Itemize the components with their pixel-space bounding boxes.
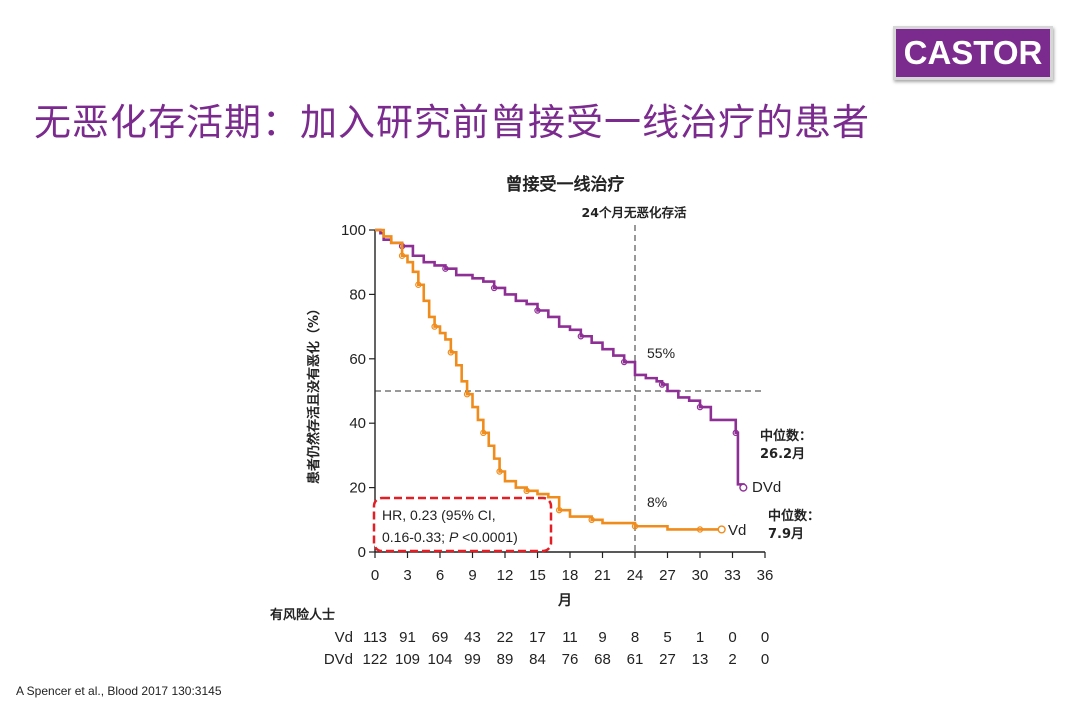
y-tick-label-80: 80: [349, 286, 366, 303]
risk-cell: 9: [598, 629, 606, 646]
slide-title: 无恶化存活期：加入研究前曾接受一线治疗的患者: [34, 101, 870, 144]
series-vd-censor-mark: [555, 506, 563, 514]
series-dvd-censor-mark: [534, 307, 541, 314]
x-tick-label-30: 30: [692, 567, 709, 584]
series-vd-censor-mark: [523, 487, 530, 495]
y-tick-label-40: 40: [349, 415, 366, 432]
risk-cell: 2: [728, 651, 736, 668]
series-vd-censor-mark: [463, 391, 471, 398]
risk-cell: 89: [497, 651, 514, 668]
series-dvd-censor-mark: [696, 403, 704, 411]
dvd-24mo-label: 55%: [647, 345, 675, 361]
series-vd-censor-mark: [415, 281, 422, 288]
risk-cell: 99: [464, 651, 481, 668]
x-tick-label-24: 24: [627, 567, 644, 584]
castor-badge: CASTOR: [893, 26, 1053, 80]
series-vd-censor-mark: [447, 349, 455, 356]
risk-row-label-vd: Vd: [335, 629, 353, 646]
series-dvd-end-mark: [739, 483, 748, 492]
vd-series-label: Vd: [728, 522, 746, 539]
x-tick-label-6: 6: [436, 567, 444, 584]
risk-cell: 84: [529, 651, 546, 668]
risk-cell: 69: [432, 629, 449, 646]
risk-cell: 91: [399, 629, 416, 646]
risk-cell: 11: [562, 629, 578, 646]
risk-cell: 27: [659, 651, 676, 668]
x-tick-label-9: 9: [468, 567, 476, 584]
risk-cell: 68: [594, 651, 611, 668]
risk-cell: 13: [692, 651, 709, 668]
series-vd-censor-mark: [398, 252, 406, 259]
risk-cell: 76: [562, 651, 579, 668]
y-tick-label-20: 20: [349, 480, 366, 497]
citation: A Spencer et al., Blood 2017 130:3145: [16, 684, 222, 698]
risk-cell: 0: [761, 651, 769, 668]
series-dvd-curve: [375, 228, 745, 488]
risk-cell: 17: [529, 629, 546, 646]
y-tick-label-60: 60: [349, 351, 366, 368]
risk-cell: 122: [362, 651, 387, 668]
y-axis-label: 患者仍然存活且没有恶化（%）: [306, 302, 322, 484]
x-tick-label-15: 15: [529, 567, 546, 584]
x-tick-label-0: 0: [371, 567, 379, 584]
risk-cell: 113: [363, 629, 387, 646]
series-vd-censor-mark: [480, 429, 487, 437]
hr-line-1: HR, 0.23 (95% CI,: [382, 507, 496, 523]
series-vd-censor-mark: [631, 523, 639, 530]
x-tick-label-36: 36: [757, 567, 774, 584]
x-tick-label-33: 33: [724, 567, 741, 584]
series-vd-end-mark: [717, 525, 726, 534]
x-tick-label-21: 21: [594, 567, 611, 584]
risk-table-title: 有风险人士: [270, 607, 335, 623]
y-tick-label-0: 0: [358, 544, 366, 561]
x-axis-label: 月: [557, 593, 572, 609]
risk-cell: 5: [663, 629, 671, 646]
series-dvd-censor-mark: [490, 284, 498, 292]
series-vd-censor-mark: [431, 323, 438, 330]
series-vd-censor-mark: [588, 516, 595, 524]
vd-median-label: 中位数：: [768, 508, 820, 524]
reference-line-label: 24个月无恶化存活: [582, 205, 687, 220]
risk-cell: 109: [395, 651, 420, 668]
chart-title: 曾接受一线治疗: [506, 174, 625, 195]
series-vd-curve: [375, 228, 722, 531]
risk-row-label-dvd: DVd: [324, 651, 353, 668]
risk-cell: 8: [631, 629, 639, 646]
series-dvd-censor-mark: [442, 265, 449, 272]
series-dvd-censor-mark: [577, 333, 585, 340]
x-tick-label-12: 12: [497, 567, 514, 584]
vd-median-value: 7.9月: [768, 527, 804, 542]
x-tick-label-18: 18: [562, 567, 579, 584]
dvd-median-label: 中位数：: [760, 428, 812, 444]
vd-24mo-label: 8%: [647, 494, 667, 510]
x-tick-label-3: 3: [403, 567, 411, 584]
series-dvd-censor-mark: [658, 381, 666, 388]
risk-cell: 0: [761, 629, 769, 646]
series-vd-censor-mark: [496, 468, 503, 475]
series-dvd-censor-mark: [732, 429, 739, 437]
x-tick-label-27: 27: [659, 567, 676, 584]
risk-cell: 104: [427, 651, 452, 668]
risk-cell: 1: [696, 629, 704, 646]
risk-cell: 61: [627, 651, 644, 668]
y-tick-label-100: 100: [341, 222, 366, 239]
hr-line-2: 0.16-0.33; P <0.0001): [382, 529, 518, 545]
dvd-median-value: 26.2月: [760, 447, 805, 462]
series-vd-censor-mark: [696, 526, 704, 533]
risk-cell: 43: [464, 629, 481, 646]
series-dvd-censor-mark: [620, 358, 628, 366]
risk-cell: 0: [728, 629, 736, 646]
risk-cell: 22: [497, 629, 514, 646]
hr-annotation-box: [372, 496, 553, 553]
dvd-series-label: DVd: [752, 479, 781, 496]
